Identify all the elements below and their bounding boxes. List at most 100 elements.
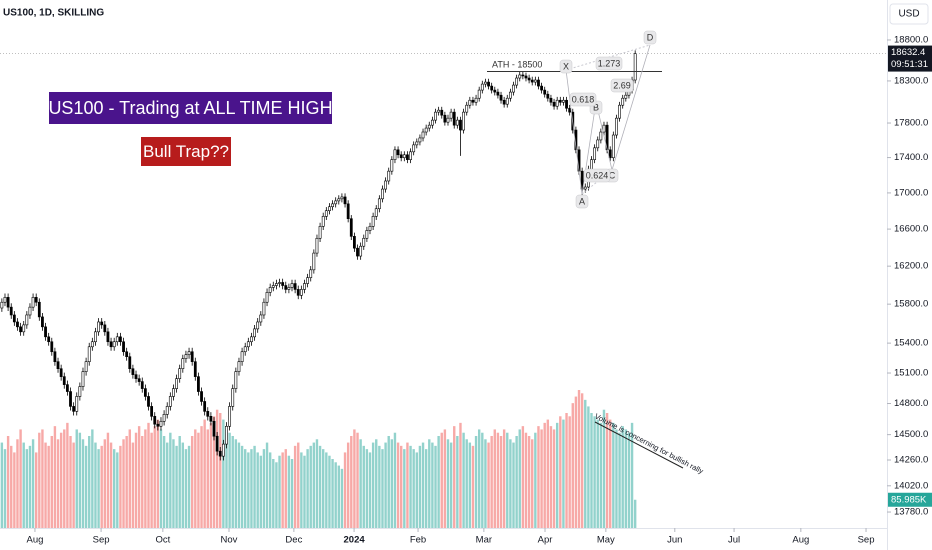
volume-bar [25,449,29,528]
candle-body [468,99,472,106]
candle-body [137,378,141,382]
volume-bar [290,459,294,528]
candle-body [471,99,475,103]
candle-body [321,216,325,227]
volume-bar [268,452,272,528]
candle-body [296,289,300,296]
volume-bar [75,429,78,528]
volume-bar [524,432,528,528]
candle-body [318,226,322,239]
candle-body [22,324,26,333]
volume-bar [587,406,590,528]
volume-bar [534,432,537,528]
volume-bar [240,445,244,528]
candle-body [147,396,150,407]
volume-bar [350,436,353,528]
candle-body [540,85,543,91]
candle-body [362,237,366,247]
volume-bar [387,436,390,528]
volume-bar [175,445,178,528]
candle-body [65,384,69,392]
candle-body [243,346,247,353]
ratio: 0.624 [586,170,609,180]
headline: US100 - Trading at ALL TIME HIGH [48,98,332,118]
volume-bar [403,449,406,528]
volume-label: 85.985K [891,494,927,505]
candle-body [125,351,129,358]
candle-body [190,351,194,362]
ratio-tag [610,78,634,93]
candle-body [37,301,41,318]
volume-bar [203,419,206,528]
volume-bar [605,413,609,528]
candle-body [31,297,35,308]
volume-bar [555,422,559,528]
ath-label: ATH - 18500 [492,59,542,69]
candle-body [47,336,51,343]
volume-bar [312,442,316,528]
volume-bar [546,419,550,528]
volume-bar [409,445,412,528]
candle-body [287,287,291,290]
volume-bar [150,432,153,528]
volume-bar [384,442,387,528]
candle-body [343,196,347,205]
volume-bar [137,426,141,528]
volume-bar [593,416,596,528]
candle-body [521,74,525,77]
candle-body [303,283,306,290]
candle-body [97,321,100,333]
candle-body [562,99,565,103]
volume-bar [337,465,341,528]
candle-body [281,282,285,286]
volume-bar [244,449,247,528]
x-tick-label: Apr [538,535,553,546]
volume-bar [484,439,487,528]
candle-body [377,198,381,210]
candle-body [237,361,241,372]
volume-bar [112,449,116,528]
candle-body [200,391,203,402]
volume-bar [141,436,144,528]
volume-bar [184,449,188,528]
candle-body [633,53,637,81]
candle-body [215,435,219,452]
candle-body [265,292,269,303]
candle-body [443,114,447,123]
x-tick-label: Jun [667,535,682,546]
candle-body [356,247,359,257]
candle-body [290,283,294,288]
candle-body [172,388,175,397]
candle-body [262,301,266,316]
volume-bar [615,429,618,528]
volume-bar [574,396,578,528]
candle-body [62,376,66,385]
candle-body [203,401,207,412]
candle-body [583,186,587,190]
volume-bar [278,455,281,528]
currency[interactable]: USD [898,9,919,20]
volume-bar [178,436,181,528]
symbol-header: US100, 1D, SKILLING [3,8,104,19]
candle-body [153,416,157,425]
volume-bar [328,455,331,528]
y-tick-label: 14020.0 [894,480,928,491]
currency-box[interactable] [889,3,929,25]
volume-bar [393,432,397,528]
last-price-label: 18632.4 [891,47,925,58]
volume-bar [125,436,128,528]
volume-bar [6,436,10,528]
candle-body [128,356,132,370]
x-tick-label: Aug [792,535,809,546]
candle-body [599,131,603,141]
candle-body [59,368,63,377]
candle-body [611,134,615,159]
candle-body [608,149,612,159]
candle-body [299,289,303,296]
candle-body [122,341,125,353]
volume-bar [584,399,587,528]
volume-bar [381,449,384,528]
candle-body [306,277,310,284]
volume-bar [509,439,512,528]
point-x: X [563,61,569,71]
